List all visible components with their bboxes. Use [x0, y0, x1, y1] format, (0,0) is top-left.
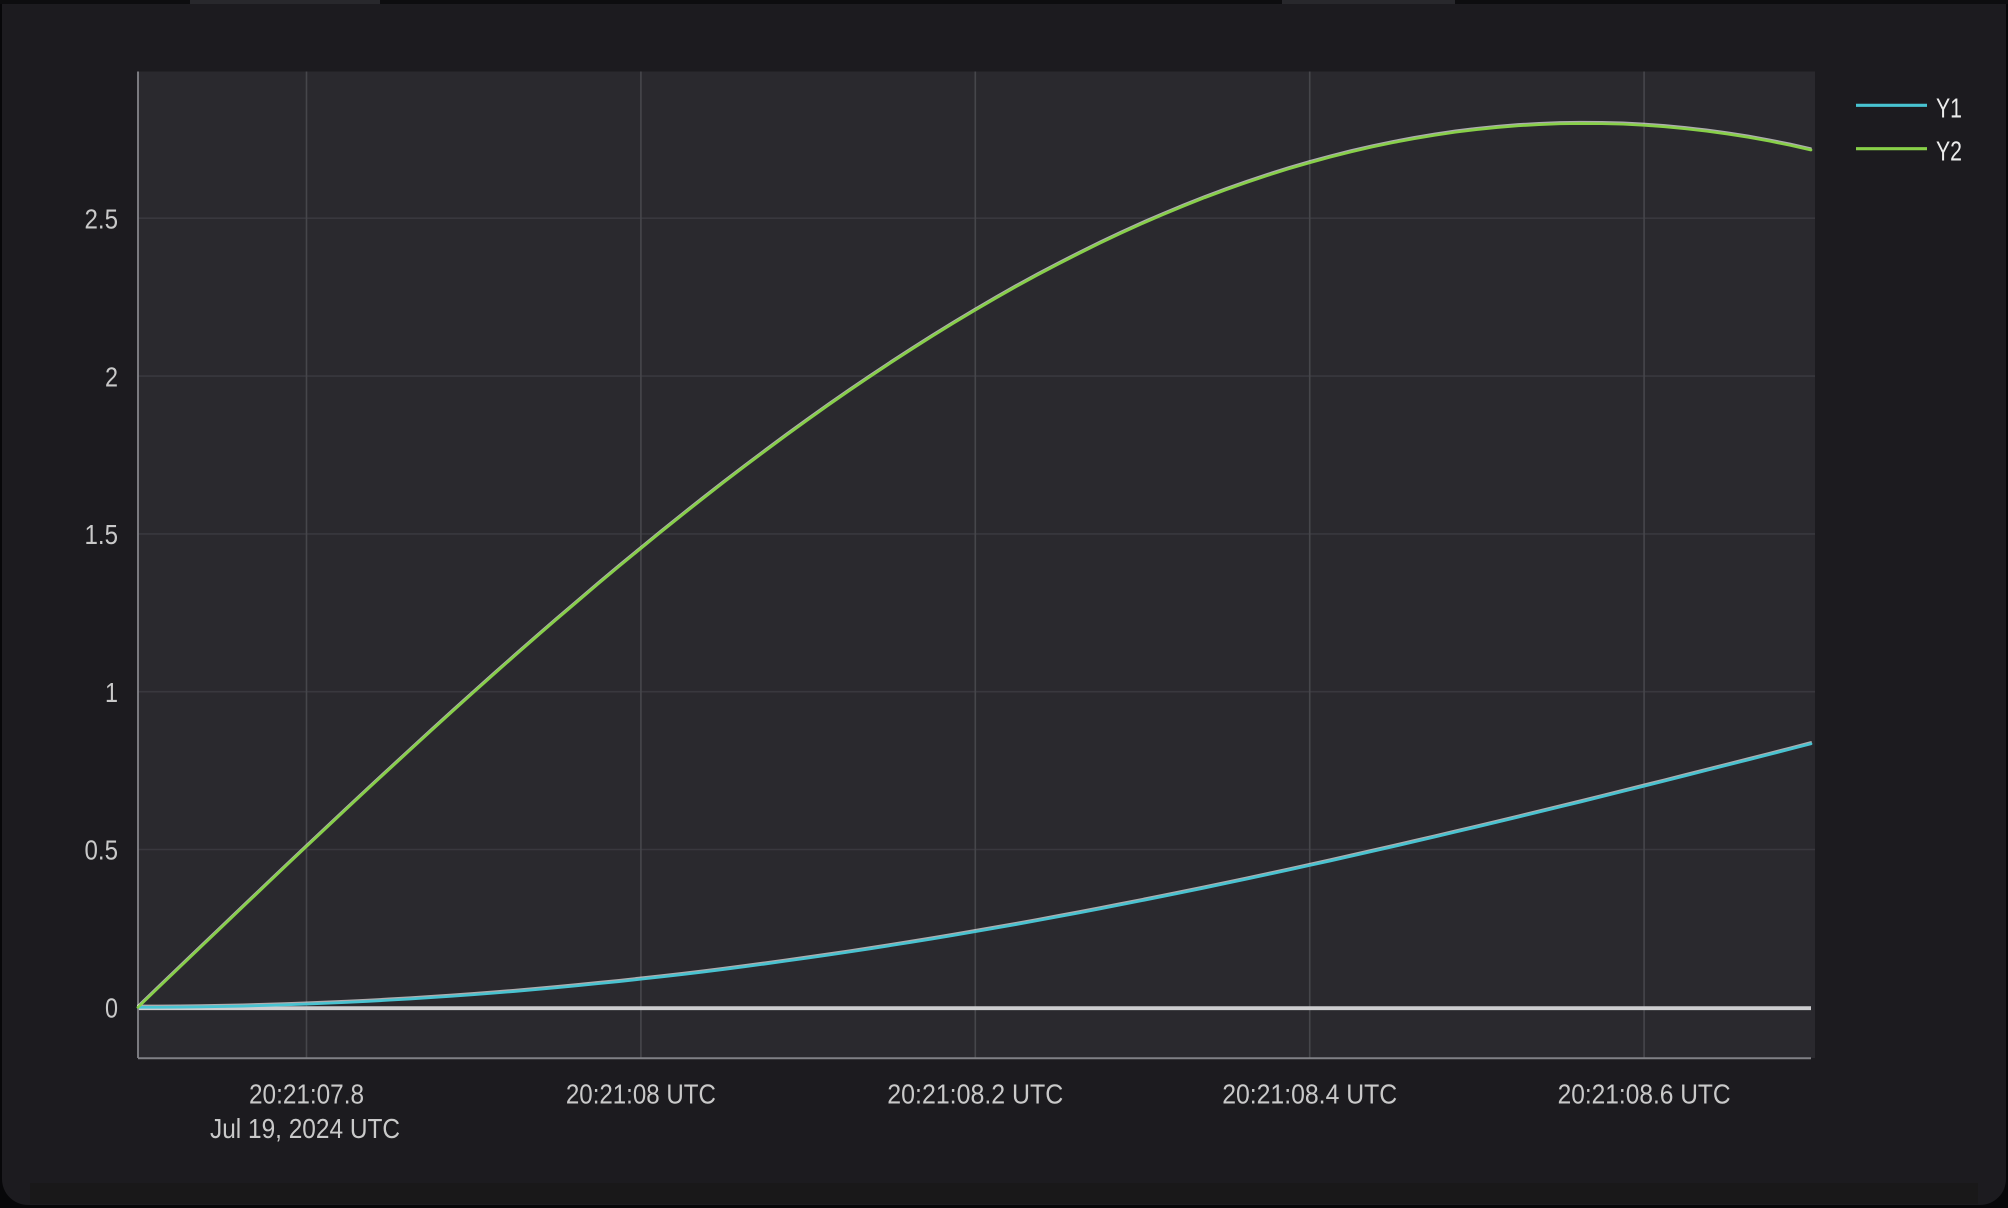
- svg-text:0.5: 0.5: [85, 835, 119, 866]
- svg-text:Y1: Y1: [1936, 93, 1962, 124]
- svg-text:0: 0: [105, 993, 118, 1024]
- svg-text:1: 1: [105, 677, 118, 708]
- svg-text:20:21:07.8: 20:21:07.8: [249, 1078, 364, 1109]
- svg-text:2: 2: [105, 361, 118, 392]
- svg-text:20:21:08.4 UTC: 20:21:08.4 UTC: [1222, 1078, 1397, 1109]
- svg-text:20:21:08.6 UTC: 20:21:08.6 UTC: [1558, 1078, 1731, 1109]
- svg-text:2.5: 2.5: [85, 203, 119, 234]
- svg-text:Y2: Y2: [1936, 136, 1962, 167]
- svg-text:Jul 19, 2024 UTC: Jul 19, 2024 UTC: [210, 1113, 400, 1144]
- svg-text:20:21:08.2 UTC: 20:21:08.2 UTC: [887, 1078, 1063, 1109]
- svg-text:20:21:08 UTC: 20:21:08 UTC: [566, 1078, 716, 1109]
- svg-text:1.5: 1.5: [85, 519, 119, 550]
